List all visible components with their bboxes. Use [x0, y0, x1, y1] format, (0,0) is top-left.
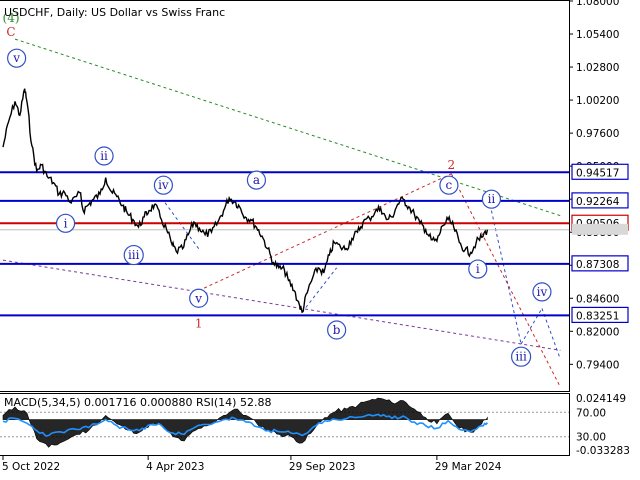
indicator-axis-label: 70.00 — [576, 407, 606, 419]
level-price-text: 0.94517 — [576, 167, 619, 179]
y-tick-label: 1.05400 — [576, 29, 619, 41]
x-tick-label: 5 Oct 2022 — [2, 461, 60, 473]
wave-label: c — [439, 175, 459, 195]
wave-label: iv — [532, 282, 552, 302]
wave-label-text: (4) — [3, 11, 20, 25]
trend-line — [450, 173, 561, 388]
wave-label: v — [189, 288, 209, 308]
indicator-label: MACD(5,34,5) 0.001716 0.000880 RSI(14) 5… — [4, 396, 271, 409]
y-tick-label: 1.08000 — [576, 0, 619, 8]
chart-title: USDCHF, Daily: US Dollar vs Swiss Franc — [4, 6, 225, 19]
indicator-axis-label: -0.033283 — [576, 445, 630, 457]
x-axis: 5 Oct 2022 4 Apr 2023 29 Sep 2023 29 Mar 20… — [2, 456, 502, 473]
wave-label-text: iv — [158, 178, 169, 192]
wave-label: C — [6, 25, 15, 39]
wave-label: i — [468, 259, 488, 279]
indicator-axis-label: 30.00 — [576, 432, 606, 444]
y-tick-label: 1.02800 — [576, 62, 619, 74]
wave-label-text: i — [476, 262, 480, 276]
wave-label: i — [55, 213, 76, 233]
x-tick-label: 4 Apr 2023 — [146, 461, 204, 473]
wave-label-text: b — [333, 323, 341, 337]
wave-label: v — [7, 48, 27, 68]
wave-label: ii — [94, 146, 114, 166]
wave-label-text: C — [6, 25, 15, 39]
level-price-tag: 0.83251 — [571, 306, 629, 324]
wave-label-text: v — [194, 291, 202, 305]
macd-histogram — [2, 397, 488, 448]
wave-label-text: iii — [128, 248, 140, 262]
wave-label: (4) — [3, 11, 20, 25]
current-price-tag — [572, 223, 628, 235]
main-plot-frame — [0, 0, 570, 392]
wave-label-text: iii — [515, 350, 527, 364]
y-tick-label: 0.84600 — [576, 293, 619, 305]
indicator-axis-label: 0.024149 — [576, 393, 626, 405]
price-line — [2, 88, 489, 314]
wave-label-text: v — [12, 51, 20, 65]
trend-line — [162, 200, 200, 250]
wave-label-text: a — [253, 173, 260, 187]
trend-lines — [2, 38, 561, 388]
symbol-text: USDCHF — [4, 6, 50, 19]
x-tick-label: 29 Sep 2023 — [289, 461, 356, 473]
trend-line — [490, 210, 522, 345]
level-price-text: 0.83251 — [576, 310, 619, 322]
price-series — [2, 88, 489, 314]
macd-rsi-indicator: 0.024149 70.00 30.00-0.033283 — [0, 393, 630, 457]
y-tick-label: 0.82000 — [576, 326, 619, 338]
wave-label-text: 1 — [195, 317, 203, 331]
level-price-tag: 0.87308 — [571, 255, 629, 272]
wave-label: a — [246, 170, 267, 190]
level-price-tag: 0.94517 — [571, 163, 629, 180]
level-price-text: 0.87308 — [576, 259, 619, 271]
wave-label-text: c — [446, 178, 453, 192]
wave-label-text: i — [64, 216, 68, 230]
rsi-line — [2, 413, 489, 437]
wave-label: 1 — [195, 317, 203, 331]
x-tick-label: 29 Mar 2024 — [435, 461, 502, 473]
y-tick-label: 0.79400 — [576, 359, 619, 371]
wave-label: b — [327, 320, 347, 340]
level-price-tag: 0.92264 — [571, 192, 629, 209]
description-text: US Dollar vs Swiss Franc — [91, 6, 225, 19]
wave-label: ii — [481, 189, 502, 209]
y-tick-label: 1.00200 — [576, 95, 619, 107]
wave-label-text: 2 — [448, 158, 456, 172]
wave-label: iii — [123, 244, 144, 266]
trend-line — [520, 308, 543, 345]
trend-line — [198, 173, 452, 292]
indicator-frame — [0, 393, 570, 456]
wave-label-text: ii — [488, 192, 496, 206]
timeframe-text: Daily — [57, 6, 85, 19]
wave-label: iii — [510, 346, 532, 367]
wave-label-text: ii — [100, 149, 108, 163]
y-tick-label: 0.97600 — [576, 128, 619, 140]
wave-label: iv — [153, 175, 174, 195]
level-price-text: 0.92264 — [576, 196, 620, 208]
wave-label: 2 — [448, 158, 456, 172]
horizontal-levels — [0, 171, 569, 317]
wave-label-text: iv — [537, 285, 548, 299]
trend-line — [2, 259, 561, 351]
